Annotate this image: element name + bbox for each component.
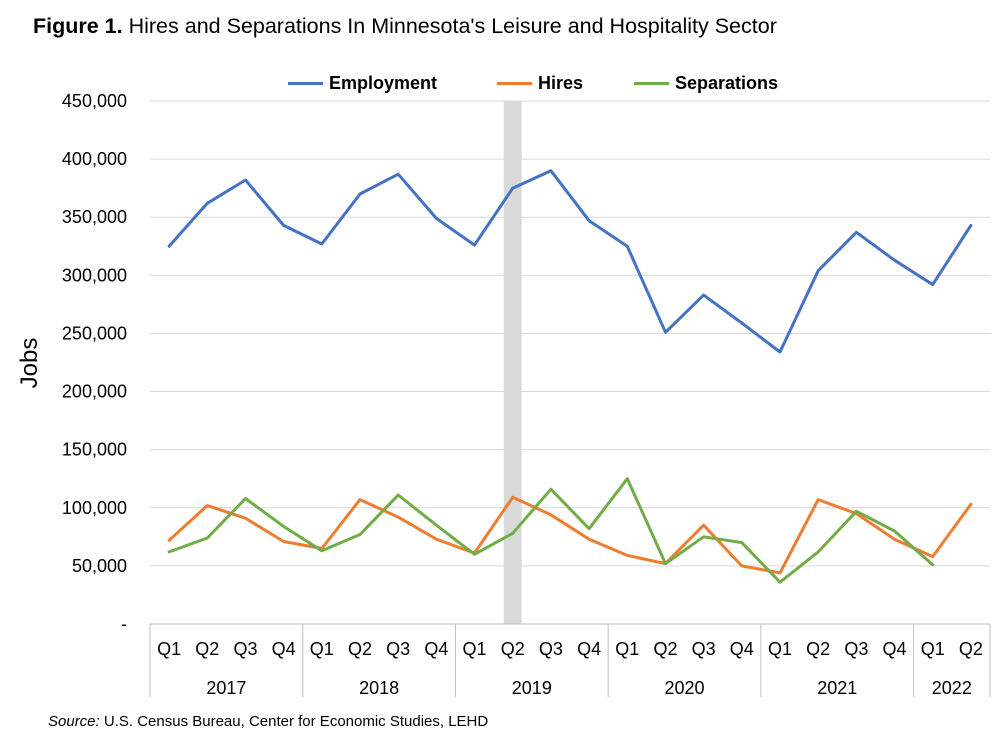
- x-tick-label: Q4: [272, 639, 296, 659]
- y-tick-label: 150,000: [62, 440, 127, 460]
- x-tick-label: Q1: [615, 639, 639, 659]
- figure-label: Figure 1.: [33, 14, 123, 38]
- chart-title: Figure 1. Hires and Separations In Minne…: [33, 14, 777, 39]
- x-tick-label: Q1: [921, 639, 945, 659]
- source-label: Source:: [48, 713, 100, 730]
- y-axis-title: Jobs: [16, 338, 43, 389]
- legend: Employment Hires Separations: [0, 70, 997, 96]
- series-line-separations: [167, 477, 935, 584]
- y-tick-label: 100,000: [62, 498, 127, 518]
- y-tick-label: -: [121, 614, 127, 634]
- legend-item: Hires: [497, 70, 583, 96]
- legend-swatch: [634, 81, 669, 85]
- x-tick-label: Q2: [806, 639, 830, 659]
- y-tick-label: 450,000: [62, 91, 127, 111]
- x-tick-label: Q3: [692, 639, 716, 659]
- x-tick-label: Q3: [844, 639, 868, 659]
- y-tick-label: 50,000: [72, 556, 127, 576]
- figure-title-text: Hires and Separations In Minnesota's Lei…: [128, 14, 777, 38]
- x-group-label: 2019: [512, 678, 552, 698]
- legend-label: Employment: [329, 72, 438, 93]
- x-tick-label: Q4: [424, 639, 448, 659]
- y-tick-label: 250,000: [62, 323, 127, 343]
- legend-swatch: [497, 81, 532, 85]
- x-tick-label: Q4: [883, 639, 907, 659]
- legend-swatch: [288, 81, 323, 85]
- x-group-label: 2021: [817, 678, 857, 698]
- y-tick-label: 200,000: [62, 382, 127, 402]
- legend-label: Hires: [538, 72, 584, 93]
- x-tick-label: Q1: [157, 639, 181, 659]
- x-group-label: 2020: [665, 678, 705, 698]
- legend-label: Separations: [675, 72, 779, 93]
- x-group-label: 2018: [359, 678, 399, 698]
- x-group-label: 2017: [206, 678, 246, 698]
- source-note: Source: U.S. Census Bureau, Center for E…: [48, 713, 488, 730]
- legend-item: Separations: [634, 70, 778, 96]
- y-tick-label: 300,000: [62, 265, 127, 285]
- x-tick-label: Q1: [310, 639, 334, 659]
- x-tick-label: Q1: [463, 639, 487, 659]
- x-tick-label: Q3: [539, 639, 563, 659]
- x-tick-label: Q2: [653, 639, 677, 659]
- x-tick-label: Q3: [386, 639, 410, 659]
- x-tick-label: Q2: [959, 639, 983, 659]
- source-text: U.S. Census Bureau, Center for Economic …: [103, 713, 489, 730]
- y-tick-label: 350,000: [62, 207, 127, 227]
- y-tick-label: 400,000: [62, 149, 127, 169]
- x-tick-label: Q2: [501, 639, 525, 659]
- series-line-employment: [167, 169, 973, 354]
- x-tick-label: Q2: [348, 639, 372, 659]
- series-line-hires: [167, 495, 973, 575]
- x-tick-label: Q1: [768, 639, 792, 659]
- recession-band: [503, 101, 522, 624]
- x-tick-label: Q4: [577, 639, 601, 659]
- x-tick-label: Q3: [233, 639, 257, 659]
- x-tick-label: Q2: [195, 639, 219, 659]
- x-tick-label: Q4: [730, 639, 754, 659]
- legend-item: Employment: [288, 70, 437, 96]
- x-group-label: 2022: [932, 678, 972, 698]
